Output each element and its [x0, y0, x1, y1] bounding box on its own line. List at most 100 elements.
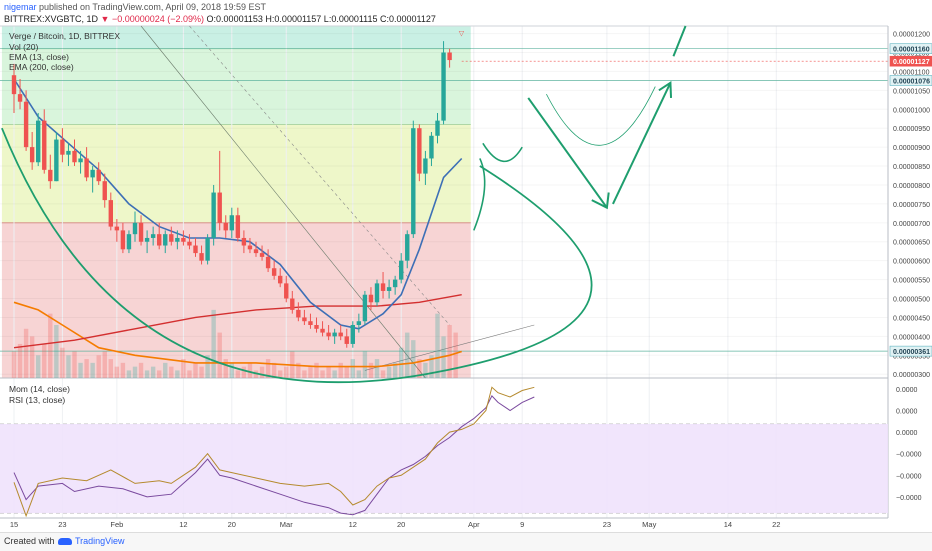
time-tick-label: 14 [724, 520, 732, 529]
volume-bar [175, 370, 180, 378]
time-tick-label: Mar [280, 520, 293, 529]
footer-created: Created with [4, 536, 55, 546]
volume-bar [350, 359, 355, 378]
candle-body [90, 169, 95, 178]
publish-info: nigemar published on TradingView.com, Ap… [4, 2, 266, 12]
ema200-line [13, 294, 462, 349]
curve-end [482, 142, 523, 163]
rsi-tick-label: 0.0000 [896, 430, 918, 437]
volume-bar [11, 351, 17, 378]
rsi-tick-label: −0.0000 [896, 495, 922, 502]
symbol-info: BITTREX:XVGBTC, 1D ▼ −0.00000024 (−2.09%… [4, 14, 436, 24]
candle-body [23, 101, 29, 148]
mom-line [13, 386, 535, 518]
price-tick-label: 0.00000500 [893, 297, 930, 304]
volume-bar [284, 366, 289, 378]
price-tick-label: 0.00000550 [893, 278, 930, 285]
volume-bar [447, 325, 452, 378]
price-tick-label: 0.00000900 [893, 145, 930, 152]
volume-bar [386, 366, 392, 378]
author-link[interactable]: nigemar [4, 2, 37, 12]
candle-body [169, 234, 174, 242]
price-tick-label: 0.00001200 [893, 32, 930, 39]
price-label-text: 0.00001076 [893, 79, 930, 86]
volume-bar [302, 370, 307, 378]
candle-body [265, 256, 271, 269]
candle-body [405, 234, 410, 261]
volume-bar [392, 362, 398, 378]
volume-bar [217, 332, 222, 378]
candle-body [132, 222, 138, 235]
volume-bar [29, 336, 35, 378]
volume-bar [308, 366, 313, 378]
price-label-text: 0.00000361 [893, 349, 930, 356]
rsi-pane [0, 386, 888, 518]
candle-body [368, 294, 374, 303]
price-label-box [889, 75, 932, 86]
candle-body [235, 215, 241, 238]
candle-body [163, 234, 168, 246]
price-label-text: 0.00001160 [893, 47, 930, 54]
time-tick-label: 23 [58, 520, 66, 529]
zones [1, 26, 471, 378]
candle-body [181, 237, 186, 242]
volume-bar [169, 366, 174, 378]
tradingview-link[interactable]: TradingView [58, 536, 125, 546]
candle-body [84, 158, 89, 178]
time-axis-bg [0, 519, 932, 532]
candle-body [326, 332, 331, 337]
candle-body [284, 283, 289, 299]
candle-body [199, 253, 204, 261]
price-tick-label: 0.00000600 [893, 259, 930, 266]
candle-body [302, 317, 307, 322]
trend-line [140, 25, 426, 379]
candle-body [435, 120, 440, 136]
ohlc-values: O:0.00001153 H:0.00001157 L:0.00001115 C… [206, 14, 436, 24]
candle-body [429, 135, 434, 159]
volume-bar [163, 362, 168, 378]
candle-body [126, 234, 132, 250]
time-tick-label: 20 [397, 520, 405, 529]
price-chart[interactable]: ▽ 0.000012000.000011500.000011000.000010… [0, 0, 932, 532]
candle-body [96, 169, 101, 182]
price-tick-label: 0.00000400 [893, 334, 930, 341]
price-tick-label: 0.00000850 [893, 164, 930, 171]
candle-body [211, 192, 216, 238]
legend-mom: Mom (14, close) [9, 384, 70, 394]
projection-drawings [1, 25, 687, 384]
price-tick-label: 0.00000800 [893, 183, 930, 190]
rsi-tick-label: −0.0000 [896, 452, 922, 459]
volume-bar [411, 340, 416, 378]
candle-body [241, 237, 247, 246]
volume-bar [23, 328, 29, 378]
candle-body [150, 234, 156, 238]
volume-ma-line [13, 301, 462, 368]
projection-down-leg [527, 97, 608, 209]
rsi-line [13, 395, 535, 516]
legend-ema13: EMA (13, close) [9, 52, 69, 62]
volume-bar [229, 362, 234, 378]
candle-body [187, 241, 192, 246]
volume-bar [150, 366, 156, 378]
candle-body [193, 245, 198, 254]
candle-body [108, 200, 113, 227]
candle-body [144, 237, 150, 242]
price-label-box [889, 55, 932, 67]
candle-body [36, 120, 41, 163]
volume-bar [435, 313, 440, 378]
candle-body [223, 222, 228, 231]
candle-body [205, 237, 210, 261]
candle-body [441, 52, 446, 121]
legend-ema200: EMA (200, close) [9, 62, 74, 72]
volume-bar [405, 332, 410, 378]
volume-bar [132, 366, 138, 378]
volume-bar [368, 362, 374, 378]
candle-body [72, 150, 77, 163]
projection-arc [546, 86, 656, 146]
candle-body [356, 321, 362, 326]
time-tick-label: 20 [228, 520, 236, 529]
candle-body [259, 253, 265, 257]
volume-bar [259, 366, 265, 378]
candle-body [114, 226, 120, 231]
volume-bar [320, 370, 325, 378]
